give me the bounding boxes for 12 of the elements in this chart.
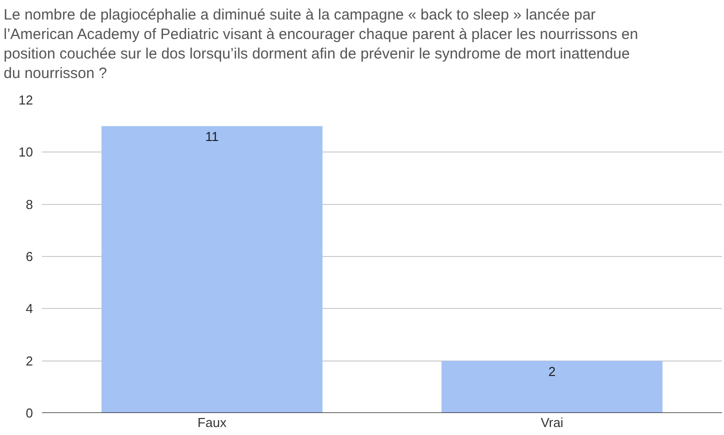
y-tick-label: 8 xyxy=(26,196,33,212)
y-tick-label: 2 xyxy=(26,353,33,368)
y-tick-label: 12 xyxy=(18,92,33,108)
y-tick-label: 0 xyxy=(26,406,33,421)
chart-title: Le nombre de plagiocéphalie a diminué suite à la campagne « back to sleep » lancée par l’American Academy of Pediatric visant à encourager chaque parent à placer les nourrissons en position couchée sur le dos lorsqu’ils dorment afin de prévenir le syndrome de mort inattendue du nourrisson ? xyxy=(4,6,638,82)
y-tick-label: 6 xyxy=(26,249,33,264)
y-tick-label: 4 xyxy=(26,301,33,316)
y-tick-label: 10 xyxy=(18,144,33,160)
data-label: 11 xyxy=(205,129,219,144)
x-tick-label: Vrai xyxy=(540,415,564,430)
x-tick-label: Faux xyxy=(198,415,227,430)
data-label: 2 xyxy=(548,364,556,379)
